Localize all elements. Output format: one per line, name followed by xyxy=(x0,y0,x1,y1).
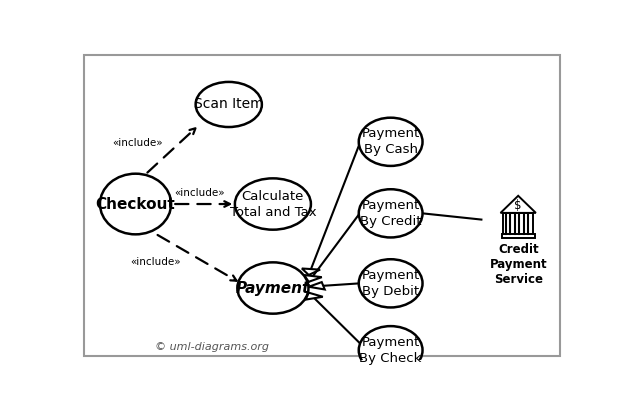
Polygon shape xyxy=(304,275,322,282)
Text: Payment
By Debit: Payment By Debit xyxy=(361,269,420,298)
Polygon shape xyxy=(302,269,320,275)
Text: Calculate
Total and Tax: Calculate Total and Tax xyxy=(230,189,316,219)
Ellipse shape xyxy=(196,82,262,127)
Text: © uml-diagrams.org: © uml-diagrams.org xyxy=(154,342,268,352)
Text: Checkout: Checkout xyxy=(96,196,175,212)
Text: «include»: «include» xyxy=(130,257,180,267)
Text: Credit
Payment
Service: Credit Payment Service xyxy=(489,243,547,286)
Bar xyxy=(501,234,535,238)
Ellipse shape xyxy=(235,178,311,230)
Ellipse shape xyxy=(237,262,308,314)
Ellipse shape xyxy=(359,326,423,375)
Text: Scan Item: Scan Item xyxy=(194,97,263,112)
Text: Payment
By Cash: Payment By Cash xyxy=(361,127,420,156)
Text: «include»: «include» xyxy=(174,188,225,198)
Ellipse shape xyxy=(100,174,171,234)
Text: «include»: «include» xyxy=(113,138,163,148)
Bar xyxy=(503,213,533,235)
Polygon shape xyxy=(309,282,325,290)
Ellipse shape xyxy=(359,118,423,166)
Ellipse shape xyxy=(359,259,423,307)
Polygon shape xyxy=(501,196,536,213)
Text: Payment
By Check: Payment By Check xyxy=(360,336,422,365)
Polygon shape xyxy=(306,292,323,300)
FancyBboxPatch shape xyxy=(84,55,560,356)
Text: Payment
By Credit: Payment By Credit xyxy=(360,199,422,228)
Text: $: $ xyxy=(515,199,522,212)
Text: Payment: Payment xyxy=(235,280,310,295)
Ellipse shape xyxy=(359,189,423,238)
